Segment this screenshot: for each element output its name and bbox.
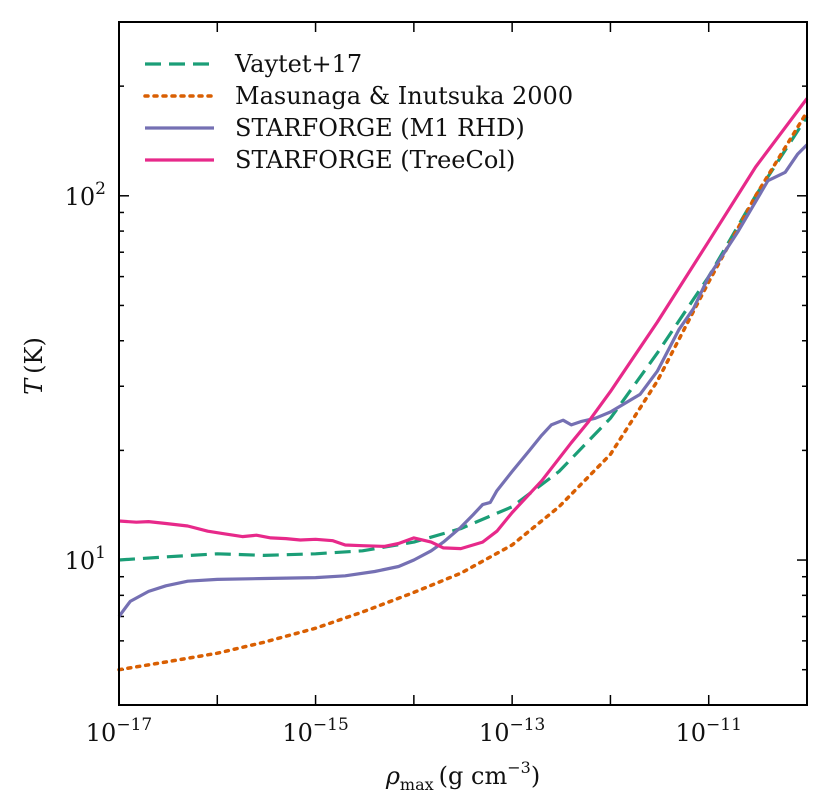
ticks-layer — [118, 21, 808, 706]
x-tick-label-3: 10−11 — [675, 715, 741, 747]
x-tick-label-1-exp: −15 — [313, 715, 349, 735]
y-tick-label-1: 102 — [65, 179, 106, 211]
x-tick-label-0-base: 10 — [86, 719, 117, 747]
x-tick-label-1-base: 10 — [282, 719, 313, 747]
x-axis-unit: (g cm — [439, 762, 508, 790]
series-line-2 — [117, 143, 809, 618]
x-axis-unit-close: ) — [531, 762, 540, 790]
legend: Vaytet+17 Masunaga & Inutsuka 2000 STARFOR… — [143, 50, 573, 174]
y-axis-unit: (K) — [20, 337, 48, 374]
series-line-3 — [118, 97, 809, 551]
legend-label-2: STARFORGE (M1 RHD) — [235, 114, 525, 142]
x-axis-label: ρmax (g cm−3) — [385, 758, 540, 794]
plot-frame — [118, 21, 808, 706]
x-axis-exponent: −3 — [507, 758, 531, 777]
legend-label-3: STARFORGE (TreeCol) — [235, 146, 515, 174]
series-layer — [117, 97, 809, 672]
x-tick-label-0-exp: −17 — [116, 715, 152, 735]
legend-label-0: Vaytet+17 — [234, 50, 362, 78]
x-tick-label-2-exp: −13 — [509, 715, 545, 735]
series-line-0 — [118, 115, 809, 562]
y-tick-label-1-base: 10 — [65, 183, 96, 211]
x-tick-label-3-exp: −11 — [706, 715, 742, 735]
y-tick-label-1-exp: 2 — [95, 179, 106, 199]
x-tick-label-1: 10−15 — [282, 715, 348, 747]
y-tick-label-0-exp: 1 — [95, 543, 106, 563]
y-axis-symbol: T — [20, 377, 48, 395]
legend-label-1: Masunaga & Inutsuka 2000 — [235, 82, 573, 110]
x-tick-label-0: 10−17 — [86, 715, 152, 747]
series-line-1 — [117, 110, 809, 672]
x-tick-label-3-base: 10 — [675, 719, 706, 747]
x-tick-label-2: 10−13 — [479, 715, 545, 747]
y-tick-label-0: 101 — [65, 543, 106, 575]
x-axis-symbol: ρ — [385, 762, 400, 790]
x-axis-subscript: max — [400, 775, 434, 794]
y-tick-label-0-base: 10 — [65, 547, 96, 575]
x-tick-label-2-base: 10 — [479, 719, 510, 747]
y-axis-label: T (K) — [20, 337, 48, 395]
